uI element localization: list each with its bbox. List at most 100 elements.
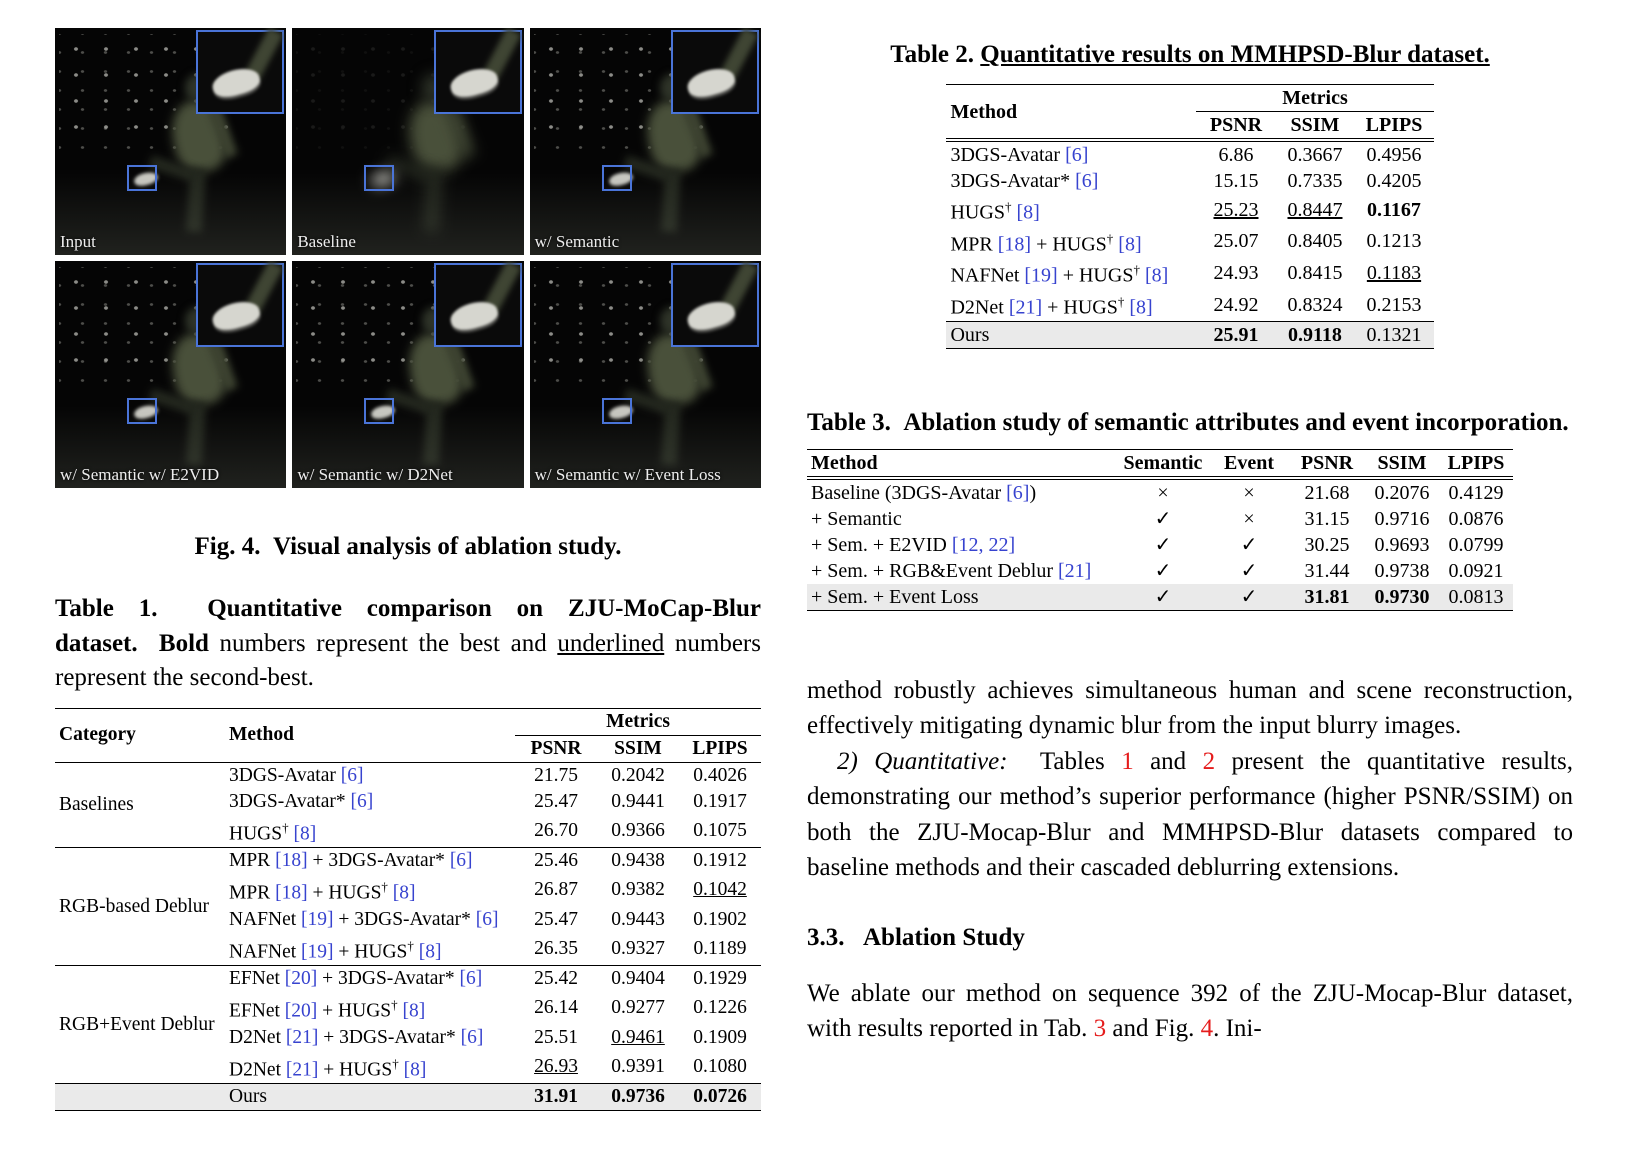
table-cell: ✓ (1209, 583, 1289, 611)
table-2: Method Metrics PSNR SSIM LPIPS 3DGS-Avat… (946, 84, 1434, 349)
table-cell: 0.1213 (1366, 230, 1422, 253)
citation-link[interactable]: [8] (392, 882, 416, 904)
column-header-event: Event (1209, 448, 1289, 480)
table-row: D2Net [21] + HUGS† [8] 26.93 0.9391 0.1080 (55, 1051, 761, 1084)
citation-link[interactable]: [8] (293, 823, 317, 844)
table-cell (55, 1083, 225, 1111)
table-row: D2Net [21] + 3DGS-Avatar* [6] 25.51 0.9461… (55, 1025, 761, 1051)
paragraph-ablation-intro: We ablate our method on sequence 392 of … (807, 976, 1573, 1047)
table-cell: 24.92 (1213, 293, 1259, 316)
text-segment: Table 1. (55, 595, 208, 622)
table-cell: 0.0799 (1448, 533, 1504, 556)
table-cell: 26.70 (534, 819, 578, 841)
citation-link[interactable]: [8] (1118, 233, 1142, 256)
metric-value: 0.1167 (1367, 198, 1421, 221)
citation-link[interactable]: [6] (475, 908, 499, 930)
table-cell: 25.42 (515, 965, 597, 992)
citation-link[interactable]: [21] (1057, 559, 1092, 582)
table-cell: + Sem. + RGB&Event Deblur [21] (811, 559, 1092, 582)
table-cell: 6.86 (1218, 144, 1254, 166)
citation-link[interactable]: [8] (418, 941, 442, 962)
metric-value: 0.0726 (693, 1086, 747, 1107)
citation-link[interactable]: [6] (350, 790, 374, 812)
ref-link[interactable]: 4 (1200, 1015, 1214, 1043)
figure-panel-event-loss: w/ Semantic w/ Event Loss (529, 261, 761, 488)
table-cell: 26.93 (515, 1051, 597, 1084)
citation-link[interactable]: [6] (1006, 481, 1030, 504)
table-row: D2Net [21] + HUGS† [8] 24.92 0.8324 0.2153 (946, 289, 1433, 321)
table-row: 3DGS-Avatar* [6] 15.15 0.7335 0.4205 (946, 168, 1433, 194)
table-cell: 0.0726 (679, 1083, 762, 1111)
citation-link[interactable]: [8] (402, 1000, 426, 1022)
table-cell: NAFNet [19] + HUGS† [8] (950, 262, 1169, 287)
table-cell: 0.9404 (597, 965, 679, 992)
citation-link[interactable]: [6] (459, 968, 483, 989)
citation-link[interactable]: [8] (1016, 201, 1040, 224)
table-cell: ✓ (1154, 507, 1172, 530)
column-header-method: Method (946, 84, 1197, 142)
citation-link[interactable]: [18] (275, 882, 308, 904)
ref-link[interactable]: 2 (1202, 747, 1216, 775)
citation-link[interactable]: [6] (1075, 170, 1099, 192)
roi-box (364, 398, 395, 424)
citation-link[interactable]: [18] (997, 233, 1032, 256)
ref-link[interactable]: 1 (1121, 747, 1134, 775)
table-row: NAFNet [19] + HUGS† [8] 26.35 0.9327 0.1189 (55, 933, 761, 966)
table3-caption: Table 3. Ablation study of semantic attr… (807, 405, 1573, 441)
table-cell: D2Net [21] + 3DGS-Avatar* [6] (229, 1026, 484, 1048)
table-cell: 0.1080 (693, 1055, 747, 1077)
table-cell: 0.7335 (1287, 170, 1343, 192)
table-cell: MPR [18] + HUGS† [8] (950, 230, 1142, 256)
metric-value: 0.8447 (1287, 198, 1343, 221)
citation-link[interactable]: [18] (275, 850, 308, 871)
table-cell: 0.9277 (611, 997, 665, 1019)
citation-link[interactable]: [21] (1008, 296, 1043, 319)
table-cell: 25.46 (515, 847, 597, 874)
table-cell: 25.51 (534, 1026, 578, 1048)
ref-link[interactable]: 3 (1093, 1015, 1107, 1043)
citation-link[interactable]: [12, 22] (951, 533, 1016, 556)
table-cell: 0.4205 (1366, 170, 1422, 192)
text-segment: Fig. 4. (194, 533, 273, 560)
text-segment: Ablation Study (863, 923, 1025, 951)
column-header-metrics: Metrics (1196, 84, 1434, 112)
left-column: Input Baseline (55, 28, 762, 1111)
table-cell: RGB+Event Deblur (55, 965, 225, 1084)
citation-link[interactable]: [21] (285, 1026, 319, 1048)
metric-value: 0.1042 (693, 879, 747, 901)
citation-link[interactable]: [6] (460, 1026, 484, 1048)
table-cell: 0.9366 (611, 819, 665, 841)
metric-value: 31.81 (1304, 585, 1350, 608)
metric-value: 0.9730 (1374, 585, 1430, 608)
citation-link[interactable]: [19] (301, 908, 334, 930)
citation-link[interactable]: [8] (1144, 264, 1169, 287)
table-cell: 0.1183 (1354, 257, 1433, 289)
table-row: + Sem. + RGB&Event Deblur [21] ✓ ✓ 31.44 0.9… (807, 558, 1513, 584)
table-cell: 0.9391 (611, 1055, 665, 1077)
citation-link[interactable]: [6] (340, 764, 364, 786)
table-cell: ✓ (1154, 533, 1172, 556)
table-cell: × (1243, 481, 1255, 504)
column-header-method: Method (807, 448, 1117, 480)
person-render (292, 261, 524, 488)
table-cell: 25.07 (1213, 230, 1259, 253)
citation-link[interactable]: [19] (1024, 264, 1058, 287)
citation-link[interactable]: [8] (403, 1059, 427, 1080)
table-cell: 0.2153 (1366, 293, 1422, 316)
table-cell: 0.9693 (1374, 533, 1430, 556)
panel-label: w/ Semantic (534, 232, 620, 251)
text-segment: Tables (1007, 747, 1122, 775)
citation-link[interactable]: [19] (301, 941, 334, 962)
citation-link[interactable]: [20] (284, 968, 318, 989)
column-header-method: Method (225, 707, 515, 763)
citation-link[interactable]: [21] (285, 1059, 319, 1080)
citation-link[interactable]: [8] (1129, 296, 1153, 319)
citation-link[interactable]: [6] (449, 850, 473, 871)
text-segment: 3.3. (807, 923, 857, 951)
paragraph-results: method robustly achieves simultaneous hu… (807, 673, 1573, 744)
table-cell: 0.4129 (1448, 481, 1504, 504)
citation-link[interactable]: [6] (1065, 144, 1089, 166)
citation-link[interactable]: [20] (284, 1000, 318, 1022)
table-cell: + Semantic (811, 507, 902, 530)
table-cell: 30.25 (1304, 533, 1350, 556)
